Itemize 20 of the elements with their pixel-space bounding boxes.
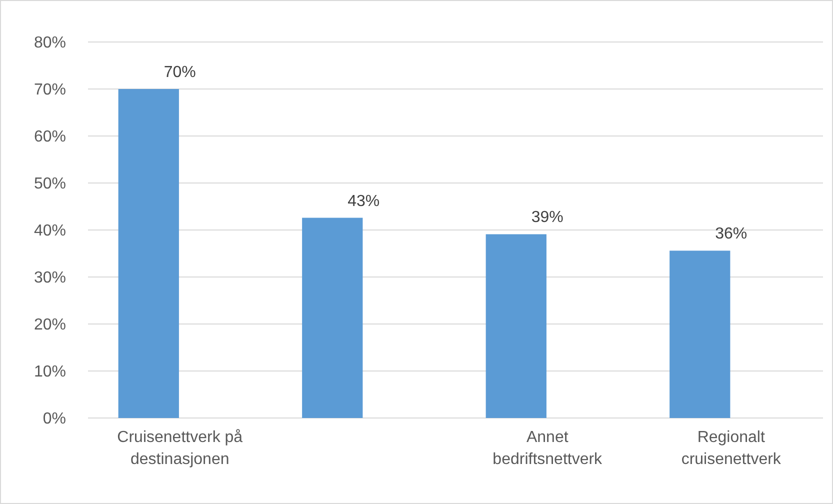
bar [670, 250, 730, 418]
data-label: 36% [715, 226, 748, 243]
y-tick-label: 50% [34, 176, 66, 193]
bar [302, 218, 363, 418]
data-label: 43% [348, 192, 380, 210]
x-tick-label: Regionalt cruisenettverk [681, 429, 782, 468]
y-tick-label: 40% [34, 222, 66, 240]
bar [486, 234, 546, 418]
y-tick-label: 10% [34, 364, 66, 381]
data-label: 39% [531, 209, 564, 226]
x-tick-label: Annet bedriftsnettverk [492, 429, 604, 468]
y-tick-label: 0% [42, 410, 66, 428]
y-tick-label: 60% [34, 128, 66, 146]
bar [118, 89, 179, 418]
y-tick-label: 30% [34, 270, 66, 287]
y-tick-label: 70% [34, 82, 66, 99]
y-tick-label: 20% [34, 316, 66, 334]
x-tick-label: Cruisenettverk på destinasjonen [117, 429, 243, 468]
data-label: 70% [164, 64, 196, 81]
y-tick-label: 80% [34, 34, 66, 52]
